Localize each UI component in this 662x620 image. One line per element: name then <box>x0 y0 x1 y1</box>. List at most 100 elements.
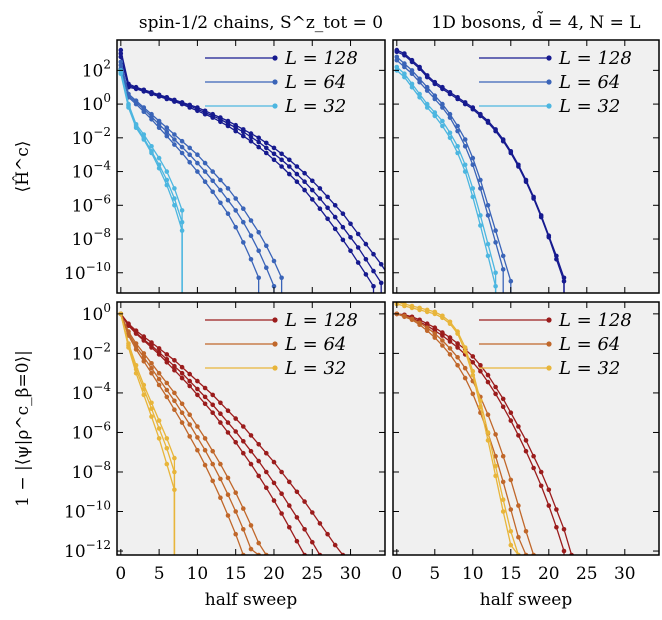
data-point <box>394 57 400 63</box>
data-point <box>218 119 223 125</box>
data-point <box>294 489 300 495</box>
data-point <box>470 372 476 378</box>
data-point <box>440 338 445 343</box>
data-point <box>179 364 185 370</box>
data-point <box>210 178 215 184</box>
data-point <box>202 462 208 468</box>
data-point <box>417 66 422 71</box>
data-point <box>462 162 468 168</box>
data-point <box>447 346 453 351</box>
data-point <box>264 243 269 249</box>
data-point <box>218 400 223 406</box>
legend-marker <box>272 341 278 347</box>
data-point <box>470 194 476 200</box>
data-point <box>325 216 330 222</box>
data-point <box>462 101 468 107</box>
y-axis-label: 1 − |⟨ψ|ρ^c_β=0⟩| <box>13 350 33 507</box>
data-point <box>455 144 460 149</box>
data-point <box>264 150 269 156</box>
data-point <box>363 257 369 262</box>
data-point <box>493 391 498 397</box>
data-point <box>500 453 506 459</box>
plot-frame <box>392 301 660 556</box>
data-point <box>417 322 422 328</box>
data-point <box>141 392 147 398</box>
data-point <box>440 343 445 348</box>
x-axis-label: half sweep <box>205 590 298 610</box>
data-point <box>455 123 460 129</box>
y-tick-label: 10−2 <box>72 340 111 364</box>
data-point <box>256 473 262 479</box>
data-point <box>310 187 315 193</box>
data-point <box>187 434 192 439</box>
data-point <box>485 241 491 247</box>
data-point <box>478 368 483 374</box>
data-point <box>287 503 292 508</box>
data-point <box>302 187 307 193</box>
data-point <box>149 150 154 156</box>
data-point <box>248 138 254 144</box>
data-point <box>355 231 361 237</box>
data-point <box>271 157 277 163</box>
data-point <box>202 179 208 184</box>
y-tick-label: 10−4 <box>72 159 112 183</box>
data-point <box>248 461 254 467</box>
data-point <box>440 118 445 124</box>
data-point <box>149 365 154 371</box>
data-point <box>164 125 170 130</box>
data-point <box>493 453 498 459</box>
legend-marker <box>546 341 552 347</box>
data-point <box>195 386 200 392</box>
series-line-8 <box>120 313 176 473</box>
data-point <box>202 169 208 174</box>
x-tick-label: 5 <box>429 564 440 584</box>
data-point <box>447 335 453 340</box>
data-point <box>294 171 300 177</box>
data-point <box>279 164 284 169</box>
data-point <box>202 385 208 391</box>
data-point <box>546 487 552 493</box>
legend-label: L = 128 <box>284 48 358 69</box>
data-point <box>149 414 154 419</box>
data-point <box>279 151 284 157</box>
legend-label: L = 64 <box>558 334 620 355</box>
x-tick-label: 30 <box>340 564 362 584</box>
legend-label: L = 64 <box>284 334 346 355</box>
data-point <box>294 538 300 544</box>
data-point <box>440 86 445 92</box>
data-point <box>202 394 208 400</box>
data-point <box>485 203 491 208</box>
data-point <box>156 155 162 161</box>
data-point <box>248 233 254 238</box>
data-point <box>156 94 162 99</box>
legend-label: L = 32 <box>558 358 620 379</box>
data-point <box>546 503 552 508</box>
data-point <box>133 331 139 336</box>
data-point <box>156 122 162 127</box>
data-point <box>317 186 323 191</box>
data-point <box>271 151 277 157</box>
data-point <box>462 137 468 142</box>
data-point <box>195 152 200 157</box>
data-point <box>440 105 445 110</box>
data-point <box>202 160 208 166</box>
y-tick-label: 10−4 <box>72 380 112 404</box>
data-point <box>325 205 330 211</box>
data-point <box>141 109 147 114</box>
data-point <box>561 548 567 554</box>
data-point <box>141 137 147 142</box>
data-point <box>302 179 307 184</box>
data-point <box>523 529 529 534</box>
data-point <box>179 144 185 150</box>
data-point <box>248 218 254 223</box>
x-tick-label: 5 <box>154 564 165 584</box>
data-point <box>493 432 498 437</box>
data-point <box>218 200 223 206</box>
data-point <box>126 323 131 329</box>
data-point <box>317 206 323 211</box>
data-point <box>164 129 170 135</box>
data-point <box>440 333 445 338</box>
data-point <box>218 461 223 467</box>
legend-marker <box>272 317 278 323</box>
